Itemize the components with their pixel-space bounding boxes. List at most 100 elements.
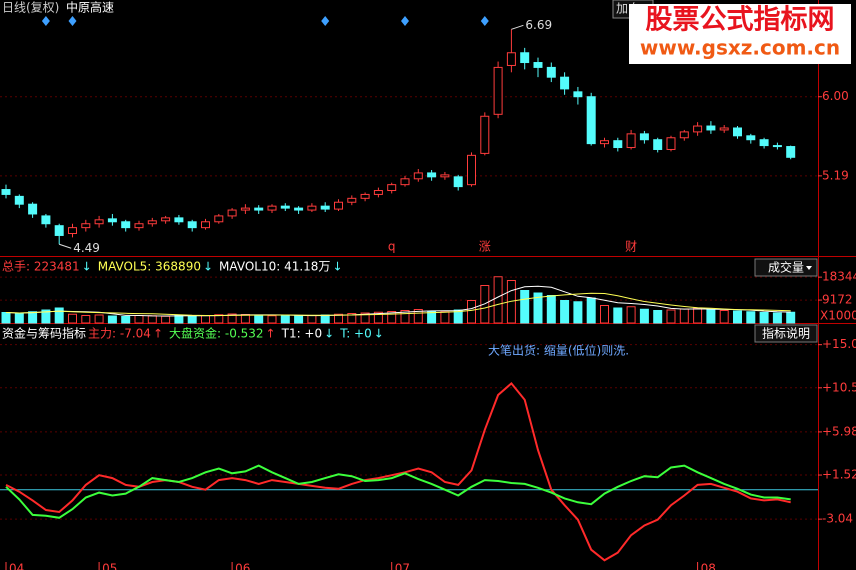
candle-body: [14, 195, 24, 205]
volume-bar: [254, 315, 264, 324]
volume-bar: [546, 295, 556, 324]
header-item: ↓: [203, 260, 213, 274]
volume-bar: [68, 313, 77, 324]
candle-body: [733, 127, 742, 137]
candle-body: [307, 205, 317, 211]
indicator-help-button[interactable]: [754, 324, 818, 343]
candle-body: [560, 76, 570, 90]
candle-body: [506, 52, 516, 66]
volume-bar: [746, 311, 756, 324]
signal-diamond: [401, 16, 409, 26]
signal-diamond: [480, 16, 489, 26]
volume-bar: [121, 316, 131, 324]
volume-bar: [413, 309, 423, 324]
dropdown-label[interactable]: 成交量: [768, 260, 804, 275]
candle-body: [400, 178, 410, 186]
volume-bar: [560, 300, 570, 324]
y-tick-label: 6.00: [822, 89, 849, 103]
x-tick-label: 04: [9, 562, 24, 570]
volume-bar: [679, 308, 689, 324]
candle-body: [147, 220, 157, 225]
candle-body: [679, 131, 689, 139]
dropdown[interactable]: [754, 258, 818, 277]
x-tick-label: 07: [395, 562, 410, 570]
candle-body: [201, 221, 210, 229]
candle-body: [586, 96, 596, 145]
volume-bar: [134, 315, 144, 324]
volume-bar: [147, 315, 157, 324]
volume-bar: [719, 310, 729, 324]
candle-body: [280, 205, 290, 209]
candle-body: [653, 139, 663, 150]
y-tick-label: 5.19: [822, 168, 849, 182]
candle-body: [600, 140, 609, 145]
volume-bar: [201, 315, 210, 324]
candle-body: [639, 133, 649, 141]
volume-bar: [360, 312, 370, 324]
header-item: ↓: [332, 260, 342, 274]
volume-bar: [227, 313, 237, 324]
series-line: [5, 464, 791, 519]
chart-title: 日线(复权): [2, 1, 59, 15]
volume-bar: [267, 315, 277, 324]
signal-diamond: [321, 16, 330, 26]
signal-diamond: [68, 16, 77, 26]
volume-bar: [187, 315, 197, 324]
candle-body: [693, 125, 703, 133]
candle-body: [573, 91, 583, 98]
candle-body: [121, 221, 131, 229]
y-unit: X1000: [820, 309, 856, 323]
plot-area: 5.196.006.694.49 q 涨财总手: 223481 ↓ MAVOL5: 36…: [0, 16, 856, 570]
series-line: [5, 381, 791, 562]
candle-body: [440, 174, 450, 178]
header-item: MAVOL5: 368890: [98, 260, 201, 274]
volume-bar: [41, 309, 51, 324]
volume-bar: [586, 297, 596, 324]
candle-body: [613, 140, 623, 149]
header-item: 大盘资金: -0.532: [169, 326, 264, 341]
event-marker: q: [388, 240, 396, 254]
volume-bar: [600, 305, 609, 324]
y-tick-label: 18344: [822, 270, 856, 284]
series-line: [5, 285, 791, 317]
candle-body: [387, 184, 397, 192]
volume-bar: [307, 315, 317, 324]
candle-body: [480, 115, 490, 154]
candle-body: [520, 52, 530, 64]
header-item: ↑: [266, 327, 276, 341]
annotation: 大笔出货: 缩量(低位)则洗.: [488, 343, 629, 358]
volume-bar: [280, 314, 290, 324]
candle-body: [759, 139, 769, 147]
y-tick-label: +10.54: [822, 380, 856, 394]
min-label: 4.49: [73, 241, 100, 255]
volume-bar: [214, 314, 224, 324]
volume-bar: [759, 312, 769, 324]
candle-body: [320, 205, 330, 210]
candle-body: [427, 172, 437, 178]
candle-body: [81, 223, 91, 229]
candle-body: [94, 219, 104, 225]
indicator-help-label[interactable]: 指标说明: [762, 326, 810, 341]
candle-body: [360, 193, 370, 199]
candle-body: [493, 66, 503, 115]
candle-body: [334, 201, 343, 210]
volume-bar: [334, 313, 343, 324]
candle-body: [453, 176, 463, 188]
header-item: 资金与筹码指标: [2, 326, 86, 341]
header-item: T1: +0: [281, 327, 323, 341]
event-marker: 涨: [479, 239, 491, 254]
candle-body: [68, 227, 77, 235]
candle-body: [107, 218, 117, 223]
candle-body: [772, 145, 782, 148]
candle-body: [161, 217, 171, 222]
dropdown-arrow[interactable]: [806, 266, 812, 270]
watermark-url: www.gsxz.com.cn: [640, 36, 840, 60]
volume-bar: [81, 315, 91, 324]
volume-bar: [639, 308, 649, 324]
volume-bar: [693, 307, 703, 324]
min-pointer: [59, 243, 72, 249]
x-tick-label: 08: [701, 562, 716, 570]
candle-body: [467, 154, 476, 186]
y-tick-label: +15.00: [822, 337, 856, 351]
volume-bar: [467, 300, 476, 324]
